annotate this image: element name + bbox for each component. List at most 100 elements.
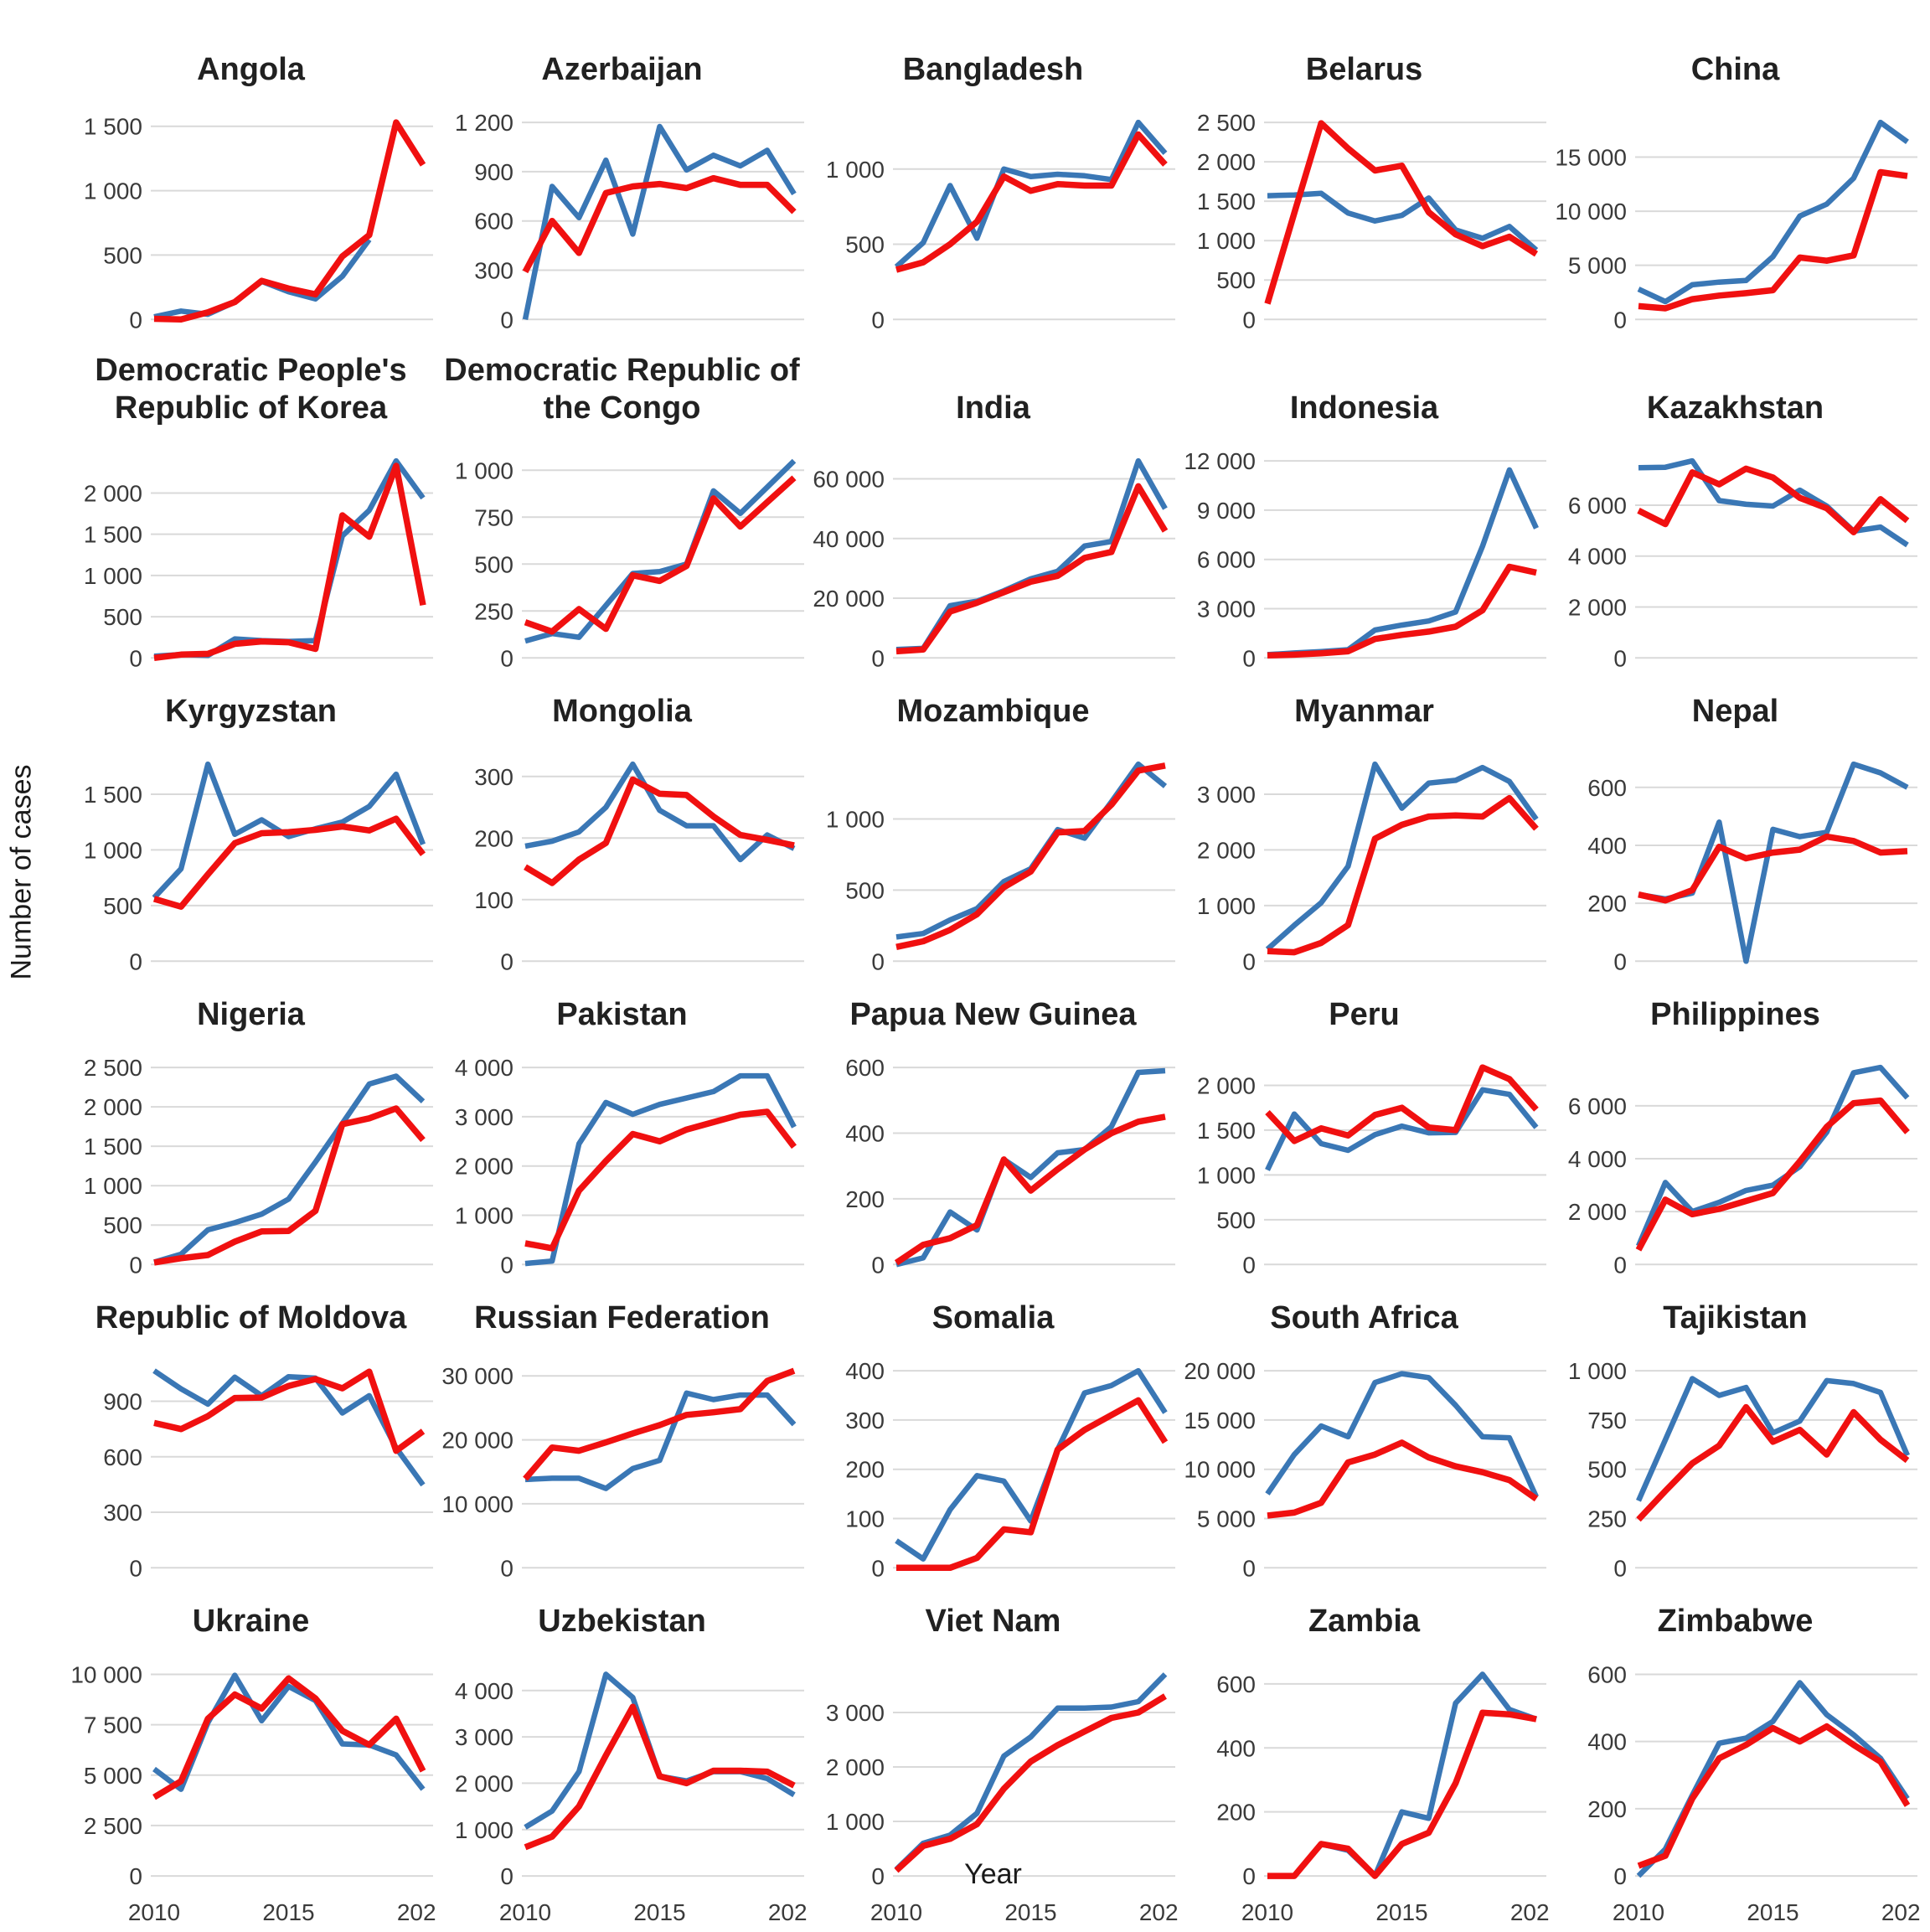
y-tick-label: 200 (1587, 891, 1627, 917)
series-red (1635, 1097, 1910, 1252)
facet-ukraine: Ukraine 0 2 500 5 000 7 500 10 000 2010 2015 202… (65, 1585, 436, 1932)
facet-chart: 0 200 400 600 2010 2015 2020 (1216, 1671, 1550, 1925)
facet-viet-nam: Viet Nam 0 1 000 2 000 3 000 2010 2015 2020 (808, 1585, 1179, 1932)
facet-chart: 0 200 400 600 2010 2015 2020 (1587, 1661, 1921, 1925)
y-tick-label: 2 000 (84, 480, 142, 506)
series-red (524, 1703, 796, 1851)
y-tick-label: 4 000 (1568, 544, 1627, 570)
y-tick-label: 4 000 (455, 1678, 513, 1704)
facet-chart: 0 1 000 2 000 3 000 2010 2015 2020 (826, 1672, 1179, 1925)
y-tick-label: 1 000 (455, 1202, 513, 1228)
y-tick-label: 2 500 (84, 1055, 142, 1081)
facet-papua-new-guinea: Papua New Guinea 0 200 400 600 (808, 979, 1179, 1282)
facet-title: Ukraine (192, 1604, 310, 1640)
y-tick-label: 0 (1242, 948, 1256, 974)
y-tick-label: 1 000 (84, 1173, 142, 1199)
series-blue (153, 1073, 426, 1265)
y-tick-label: 0 (871, 1555, 885, 1581)
series-red (153, 1105, 426, 1266)
y-tick-label: 6 000 (1568, 493, 1627, 519)
y-tick-label: 2 000 (84, 1094, 142, 1120)
y-tick-label: 0 (129, 307, 142, 333)
y-tick-label: 400 (845, 1120, 885, 1146)
x-tick-label: 2020 (1139, 1899, 1179, 1925)
y-tick-label: 1 500 (84, 1134, 142, 1160)
y-tick-label: 0 (500, 1555, 513, 1581)
facet-chart: 0 1 000 2 000 3 000 4 000 (455, 1055, 804, 1278)
y-tick-label: 2 500 (84, 1813, 142, 1839)
series-blue (522, 123, 797, 320)
y-tick-label: 500 (845, 232, 885, 258)
facet-title: Mongolia (552, 694, 692, 730)
y-tick-label: 5 000 (84, 1763, 142, 1789)
y-axis-title: Number of cases (5, 764, 38, 980)
y-tick-label: 500 (845, 877, 885, 903)
facet-bangladesh: Bangladesh 0 500 1 000 (808, 37, 1179, 337)
series-red (153, 462, 426, 662)
facet-title: Kyrgyzstan (165, 694, 337, 730)
facet-title: Kazakhstan (1646, 390, 1824, 426)
y-tick-label: 2 000 (1568, 595, 1627, 621)
y-tick-label: 0 (129, 645, 142, 671)
facet-title: Bangladesh (902, 52, 1084, 88)
facet-chart: 0 3 000 6 000 9 000 12 000 (1184, 448, 1546, 671)
y-tick-label: 0 (129, 1863, 142, 1889)
facet-republic-of-moldova: Republic of Moldova 0 300 600 900 (65, 1282, 436, 1585)
facet-uzbekistan: Uzbekistan 0 1 000 2 000 3 000 4 000 2010 2015 2… (436, 1585, 808, 1932)
x-tick-label: 2010 (128, 1899, 180, 1925)
x-tick-label: 2010 (1241, 1899, 1293, 1925)
y-tick-label: 0 (1613, 1863, 1627, 1889)
series-red (1267, 1709, 1537, 1879)
facet-pakistan: Pakistan 0 1 000 2 000 3 000 4 000 (436, 979, 808, 1282)
y-tick-label: 2 000 (826, 1754, 885, 1780)
series-red (1267, 794, 1539, 956)
y-tick-label: 1 000 (455, 457, 513, 483)
facet-chart: 0 5 000 10 000 15 000 20 000 (1184, 1358, 1546, 1581)
facet-grid: Angola 0 500 1 000 1 500 Azerbaijan 0 300 600 900… (65, 37, 1921, 1932)
y-tick-label: 0 (871, 1252, 885, 1278)
y-tick-label: 600 (1216, 1671, 1256, 1697)
y-tick-label: 1 200 (455, 110, 513, 136)
x-tick-label: 2020 (768, 1899, 808, 1925)
y-tick-label: 600 (103, 1444, 142, 1470)
series-blue (895, 1367, 1168, 1562)
series-blue (894, 119, 1168, 269)
y-tick-label: 15 000 (1184, 1408, 1256, 1434)
x-tick-label: 2015 (1375, 1899, 1427, 1925)
y-tick-label: 1 000 (1197, 1162, 1256, 1188)
y-tick-label: 0 (500, 307, 513, 333)
series-red (896, 1397, 1169, 1572)
facet-chart: 0 500 1 000 1 500 (84, 761, 433, 974)
facet-tajikistan: Tajikistan 0 250 500 750 1 000 (1550, 1282, 1921, 1585)
series-blue (895, 1067, 1166, 1268)
series-red (523, 1367, 796, 1481)
y-tick-label: 1 000 (84, 178, 142, 204)
facet-chart: 0 500 1 000 1 500 2 000 2 500 (1197, 110, 1546, 333)
y-tick-label: 4 000 (1568, 1146, 1627, 1172)
facet-azerbaijan: Azerbaijan 0 300 600 900 1 200 (436, 37, 808, 337)
series-red (524, 1108, 797, 1252)
y-tick-label: 2 000 (1197, 837, 1256, 863)
facet-title: Democratic Republic of the Congo (444, 353, 800, 426)
x-tick-label: 2015 (1004, 1899, 1056, 1925)
facet-chart: 0 500 1 000 (826, 761, 1175, 974)
facet-chart: 0 300 600 900 (103, 1368, 433, 1581)
y-tick-label: 1 500 (84, 782, 142, 808)
y-tick-label: 300 (474, 764, 513, 790)
series-blue (152, 1368, 426, 1487)
series-red (895, 762, 1166, 950)
y-tick-label: 300 (103, 1500, 142, 1526)
y-tick-label: 20 000 (813, 586, 885, 612)
y-tick-label: 0 (1242, 645, 1256, 671)
facet-belarus: Belarus 0 500 1 000 1 500 2 000 2 500 (1179, 37, 1550, 337)
facet-title: Philippines (1650, 997, 1820, 1033)
series-blue (1638, 457, 1909, 548)
facet-indonesia: Indonesia 0 3 000 6 000 9 000 12 000 (1179, 337, 1550, 675)
series-blue (524, 1671, 796, 1830)
series-blue (895, 457, 1168, 653)
series-blue (524, 761, 796, 863)
facet-kazakhstan: Kazakhstan 0 2 000 4 000 6 000 (1550, 337, 1921, 675)
y-tick-label: 2 500 (1197, 110, 1256, 136)
y-tick-label: 0 (500, 645, 513, 671)
y-tick-label: 250 (474, 598, 513, 624)
